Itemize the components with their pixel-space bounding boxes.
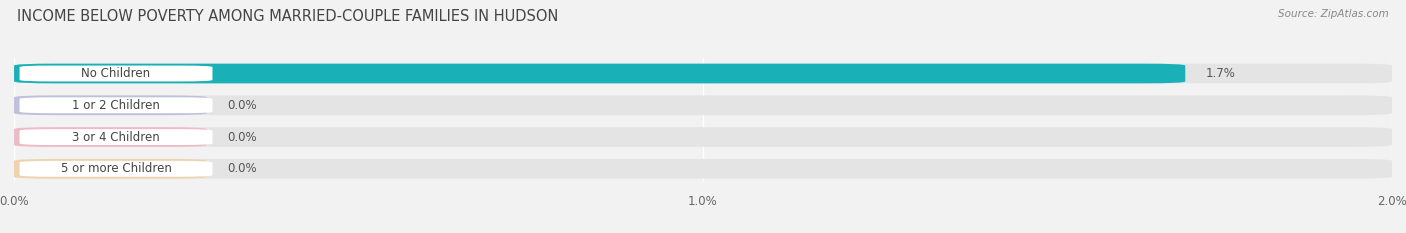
Text: 0.0%: 0.0% xyxy=(228,99,257,112)
Text: 1.7%: 1.7% xyxy=(1206,67,1236,80)
FancyBboxPatch shape xyxy=(14,96,1392,115)
FancyBboxPatch shape xyxy=(14,159,207,179)
FancyBboxPatch shape xyxy=(14,127,207,147)
FancyBboxPatch shape xyxy=(14,64,1185,83)
FancyBboxPatch shape xyxy=(20,129,212,145)
Text: Source: ZipAtlas.com: Source: ZipAtlas.com xyxy=(1278,9,1389,19)
FancyBboxPatch shape xyxy=(14,159,1392,179)
FancyBboxPatch shape xyxy=(14,64,1392,83)
Text: 1 or 2 Children: 1 or 2 Children xyxy=(72,99,160,112)
Text: No Children: No Children xyxy=(82,67,150,80)
Text: 5 or more Children: 5 or more Children xyxy=(60,162,172,175)
FancyBboxPatch shape xyxy=(20,97,212,113)
Text: 0.0%: 0.0% xyxy=(228,130,257,144)
FancyBboxPatch shape xyxy=(20,161,212,177)
Text: 0.0%: 0.0% xyxy=(228,162,257,175)
Text: INCOME BELOW POVERTY AMONG MARRIED-COUPLE FAMILIES IN HUDSON: INCOME BELOW POVERTY AMONG MARRIED-COUPL… xyxy=(17,9,558,24)
FancyBboxPatch shape xyxy=(20,65,212,82)
FancyBboxPatch shape xyxy=(14,96,207,115)
FancyBboxPatch shape xyxy=(14,127,1392,147)
Text: 3 or 4 Children: 3 or 4 Children xyxy=(72,130,160,144)
